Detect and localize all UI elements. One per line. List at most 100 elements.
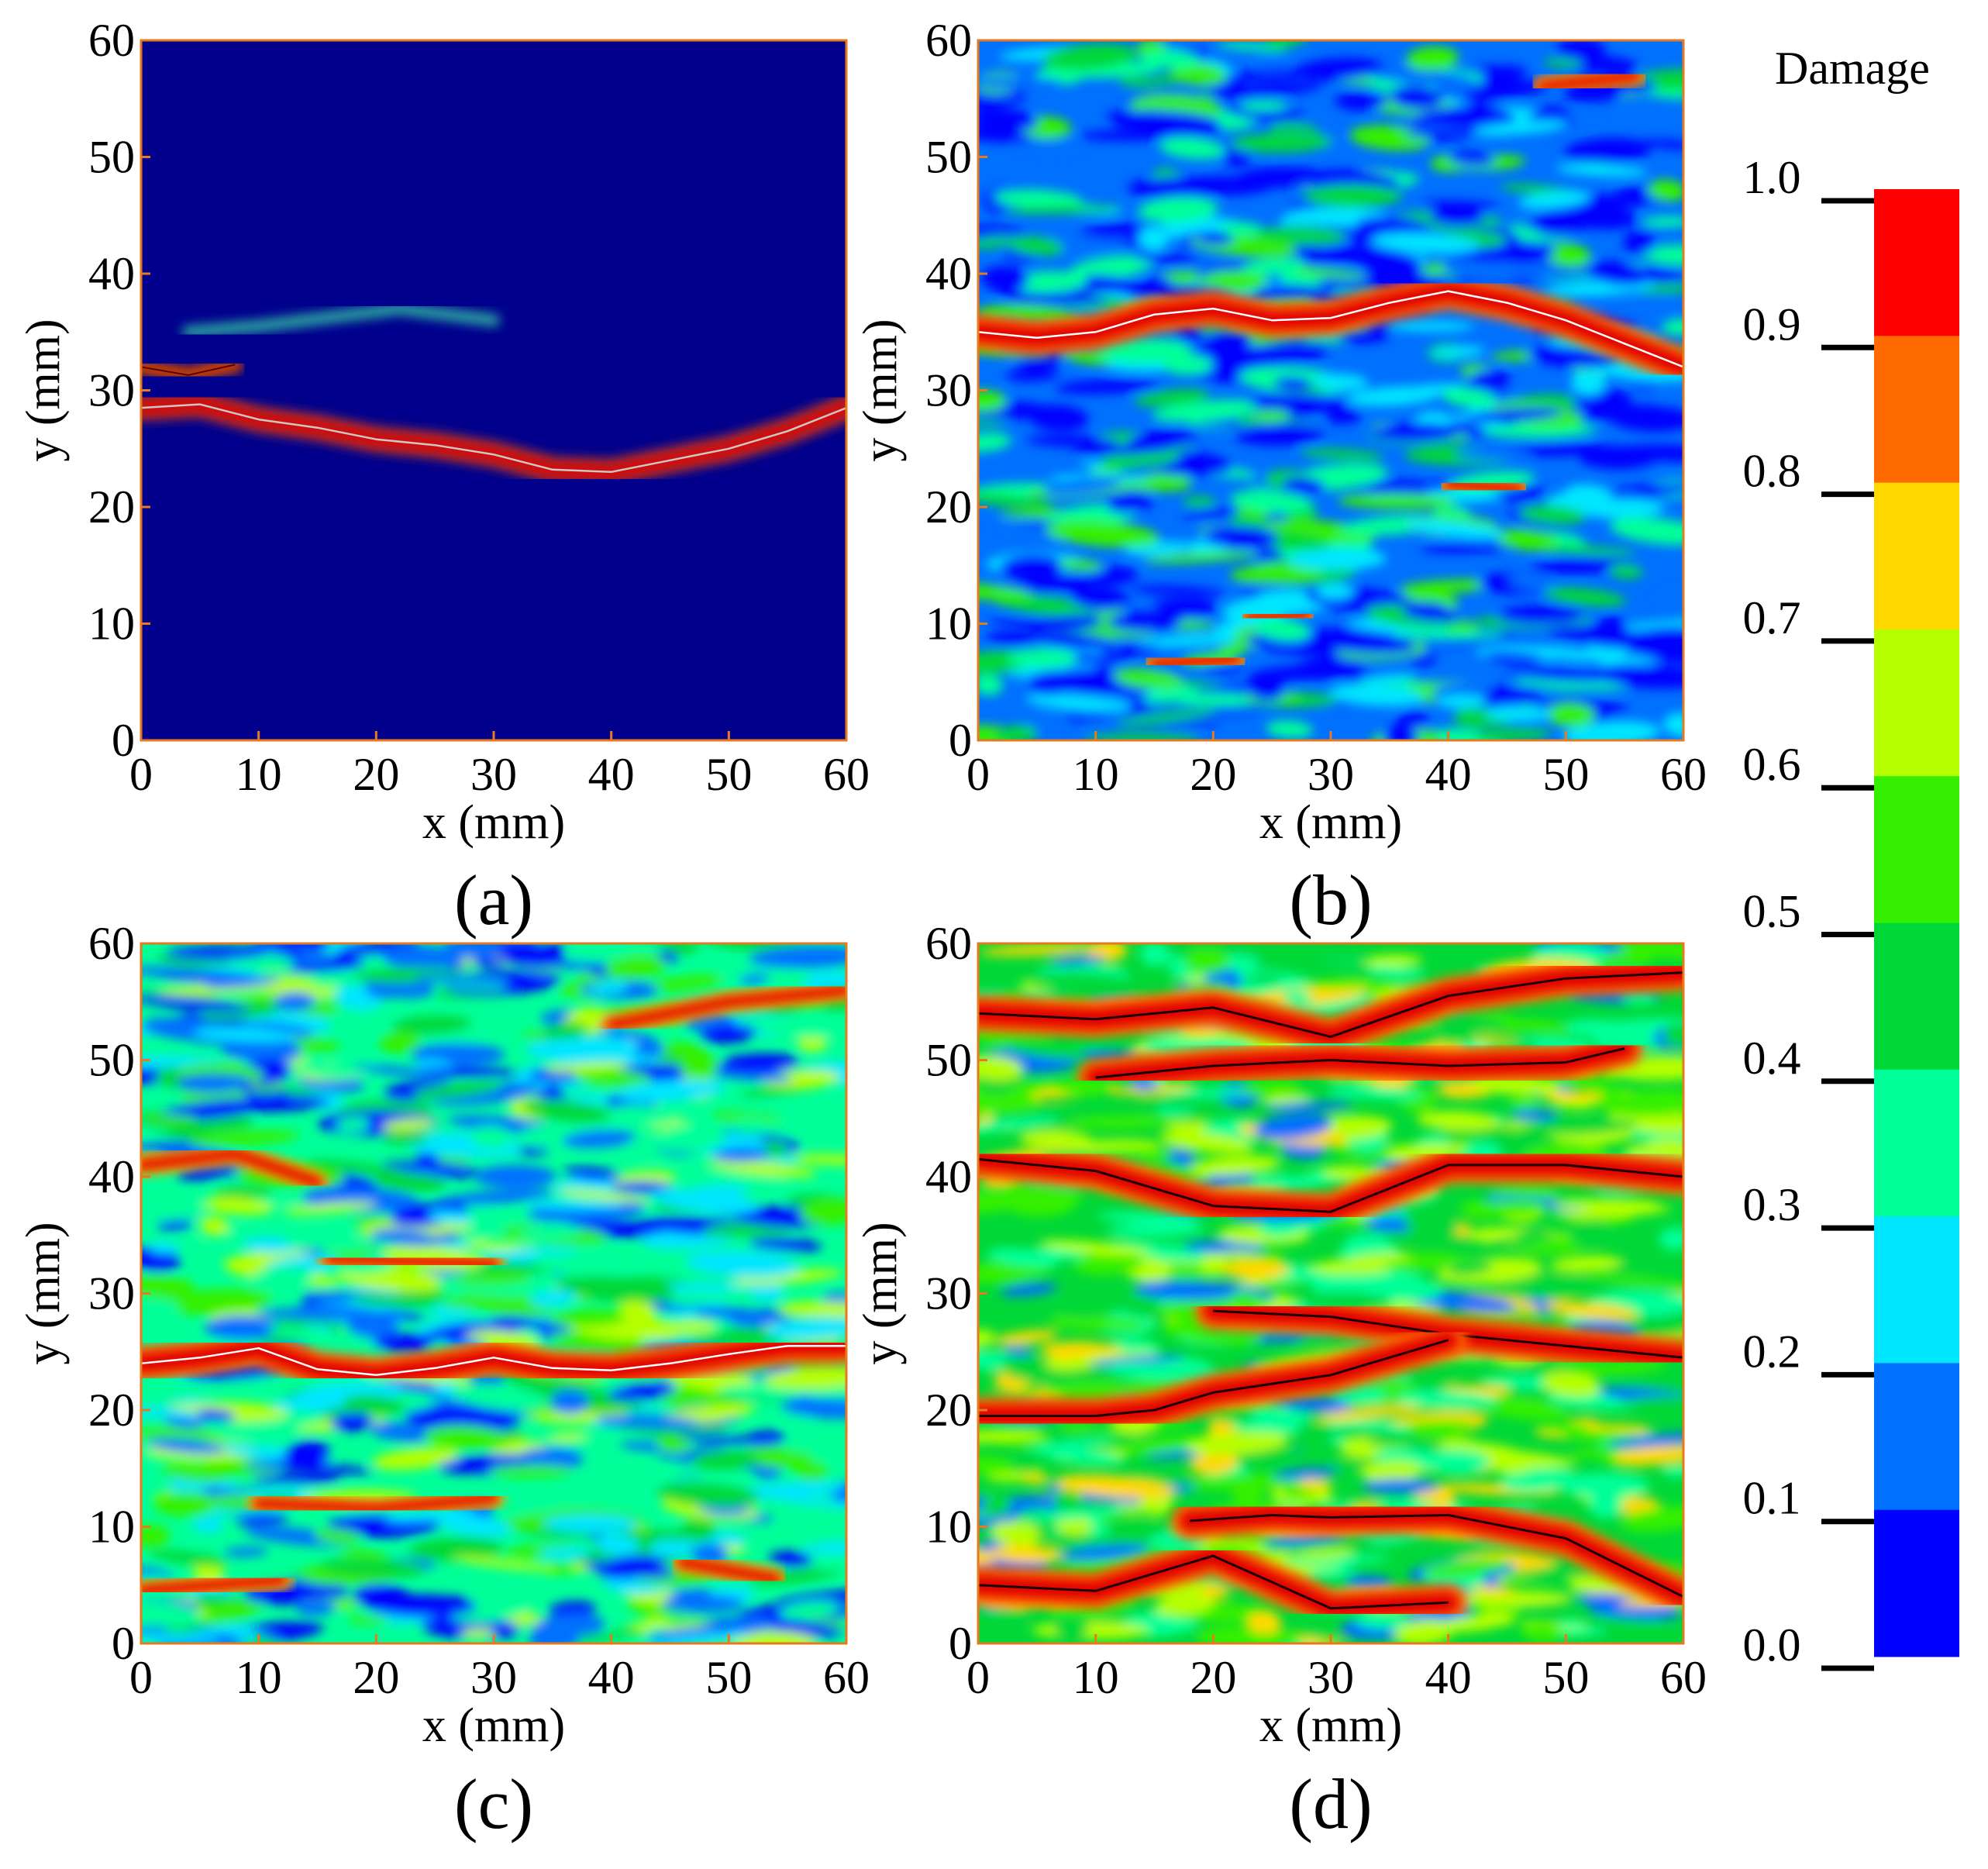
damage-patch <box>165 946 269 960</box>
damage-patch <box>608 1382 676 1402</box>
damage-patch <box>371 1229 440 1247</box>
damage-patch <box>147 1438 226 1454</box>
damage-patch <box>381 1132 429 1145</box>
damage-patch <box>1448 152 1495 167</box>
y-tick-label: 60 <box>88 918 135 969</box>
damage-patch <box>1597 615 1627 639</box>
damage-patch <box>1496 605 1587 626</box>
damage-patch <box>347 1616 389 1625</box>
damage-patch <box>1190 1155 1281 1176</box>
damage-patch <box>1557 1274 1594 1291</box>
damage-patch <box>1476 1397 1569 1420</box>
damage-patch <box>1055 378 1162 395</box>
damage-patch <box>1258 57 1288 73</box>
y-tick-label: 40 <box>925 248 972 299</box>
damage-patch <box>1221 1259 1290 1279</box>
damage-patch <box>424 1425 511 1450</box>
damage-patch <box>1325 407 1362 424</box>
damage-patch <box>447 1115 553 1133</box>
colorbar-swatch <box>1874 1363 1959 1511</box>
damage-patch <box>1046 520 1160 548</box>
damage-patch <box>488 1464 574 1478</box>
damage-patch <box>1186 1432 1290 1456</box>
damage-patch <box>1261 1093 1312 1105</box>
damage-patch <box>1282 1485 1316 1499</box>
damage-patch <box>1542 1563 1585 1578</box>
damage-patch <box>141 1298 180 1320</box>
damage-patch <box>1484 705 1552 722</box>
x-axis-label: x (mm) <box>1259 796 1402 849</box>
damage-patch <box>436 1189 554 1206</box>
damage-patch <box>779 1301 846 1318</box>
damage-patch <box>412 1081 504 1099</box>
damage-patch <box>1484 1234 1559 1247</box>
main-crack-line <box>978 290 1683 368</box>
damage-patch <box>1106 1363 1224 1384</box>
y-tick-label: 40 <box>88 248 135 299</box>
damage-patch <box>1294 1549 1355 1559</box>
damage-patch <box>336 1549 388 1559</box>
secondary-crack <box>141 364 236 376</box>
damage-patch <box>267 1326 353 1343</box>
damage-patch <box>1415 1252 1474 1265</box>
damage-patch <box>612 1181 671 1194</box>
damage-patch <box>1564 137 1652 164</box>
damage-texture <box>141 943 846 1643</box>
damage-patch <box>157 1219 191 1231</box>
damage-patch <box>1012 139 1081 152</box>
damage-patch <box>994 1329 1059 1345</box>
damage-patch <box>1482 1018 1584 1033</box>
damage-patch <box>1029 671 1073 696</box>
damage-band <box>141 1574 288 1597</box>
damage-patch <box>1116 709 1217 726</box>
x-tick-label: 10 <box>1073 749 1119 800</box>
damage-patch <box>1140 276 1174 296</box>
damage-patch <box>978 1093 1043 1114</box>
damage-patch <box>978 674 1004 695</box>
x-tick-label: 0 <box>129 749 153 800</box>
damage-patch <box>1031 633 1117 650</box>
damage-field-a <box>141 40 846 740</box>
damage-patch <box>1372 264 1408 275</box>
damage-patch <box>763 1367 846 1389</box>
damage-patch <box>1245 633 1345 656</box>
damage-patch <box>1053 1351 1158 1368</box>
damage-patch <box>1008 648 1078 668</box>
damage-patch <box>1546 545 1636 556</box>
y-tick-label: 10 <box>88 1502 135 1553</box>
damage-patch <box>691 1450 760 1471</box>
x-tick-label: 20 <box>353 749 399 800</box>
damage-patch <box>1405 46 1459 71</box>
damage-patch <box>1138 197 1219 223</box>
damage-band <box>141 1147 323 1188</box>
damage-patch <box>1372 1227 1475 1245</box>
damage-patch <box>1143 689 1201 704</box>
damage-patch <box>989 1545 1065 1564</box>
damage-patch <box>346 1316 400 1340</box>
damage-patch <box>618 1300 657 1322</box>
damage-patch <box>1641 216 1683 228</box>
damage-patch <box>1614 635 1673 644</box>
damage-patch <box>148 1550 230 1566</box>
damage-patch <box>1273 1467 1339 1480</box>
damage-patch <box>1473 120 1569 136</box>
damage-patch <box>1431 346 1486 358</box>
damage-patch <box>645 1632 750 1643</box>
damage-patch <box>1096 337 1192 364</box>
y-tick-label: 50 <box>925 132 972 183</box>
damage-patch <box>141 1407 203 1418</box>
damage-patch <box>470 1126 512 1149</box>
damage-patch <box>540 1562 573 1574</box>
damage-patch <box>1140 943 1169 967</box>
x-tick-label: 20 <box>1190 1652 1236 1703</box>
y-tick-label: 20 <box>925 1385 972 1436</box>
x-tick-label: 0 <box>129 1652 153 1703</box>
damage-band <box>605 985 846 1031</box>
damage-band <box>323 1253 499 1270</box>
damage-patch <box>1382 725 1419 740</box>
y-tick-label: 40 <box>925 1151 972 1202</box>
y-tick-label: 30 <box>925 1268 972 1319</box>
damage-patch <box>1039 1240 1151 1256</box>
damage-patch <box>1421 540 1524 553</box>
